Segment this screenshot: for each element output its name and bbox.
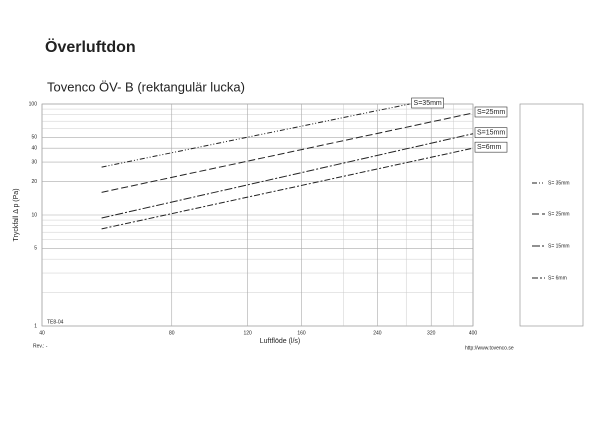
y-tick-label: 40 (31, 145, 37, 151)
chart-title: Tovenco ÖV- B (rektangulär lucka) (47, 79, 245, 94)
y-tick-label: 10 (31, 212, 37, 218)
legend-label: S= 35mm (548, 180, 570, 186)
line-label: S=25mm (477, 109, 505, 116)
x-tick-label: 40 (39, 330, 45, 336)
x-tick-label: 240 (373, 330, 382, 336)
x-tick-label: 320 (427, 330, 436, 336)
line-label-box (474, 141, 508, 153)
line-label-box (474, 127, 508, 139)
y-tick-label: 100 (29, 101, 38, 107)
legend-label: S= 25mm (548, 211, 570, 217)
data-line (101, 147, 474, 230)
x-tick-label: 80 (169, 330, 175, 336)
line-label-box (474, 106, 508, 118)
y-tick-label: 5 (34, 246, 37, 252)
line-label: S=35mm (414, 100, 442, 107)
y-tick-label: 20 (31, 179, 37, 185)
url: http://www.tovenco.se (465, 345, 514, 351)
line-label: S=6mm (477, 144, 501, 151)
x-tick-label: 160 (297, 330, 306, 336)
legend-box (519, 103, 584, 327)
line-label: S=15mm (477, 130, 505, 137)
page-title: Överluftdon (45, 37, 136, 56)
y-tick-label: 50 (31, 135, 37, 141)
x-tick-label: 400 (469, 330, 478, 336)
legend-label: S= 6mm (548, 275, 567, 281)
legend-label: S= 15mm (548, 243, 570, 249)
data-line (101, 133, 474, 219)
line-label-box (411, 97, 444, 109)
x-tick-label: 120 (243, 330, 252, 336)
code: TE8-04 (47, 319, 64, 325)
revision: Rev.: - (33, 343, 48, 349)
x-axis-label: Luftflöde (l/s) (260, 338, 300, 345)
y-tick-label: 30 (31, 159, 37, 165)
y-axis-label: Tryckfall Δ p (Pa) (13, 188, 20, 241)
data-line (101, 103, 410, 168)
data-line (101, 112, 474, 193)
y-tick-label: 1 (34, 323, 37, 329)
